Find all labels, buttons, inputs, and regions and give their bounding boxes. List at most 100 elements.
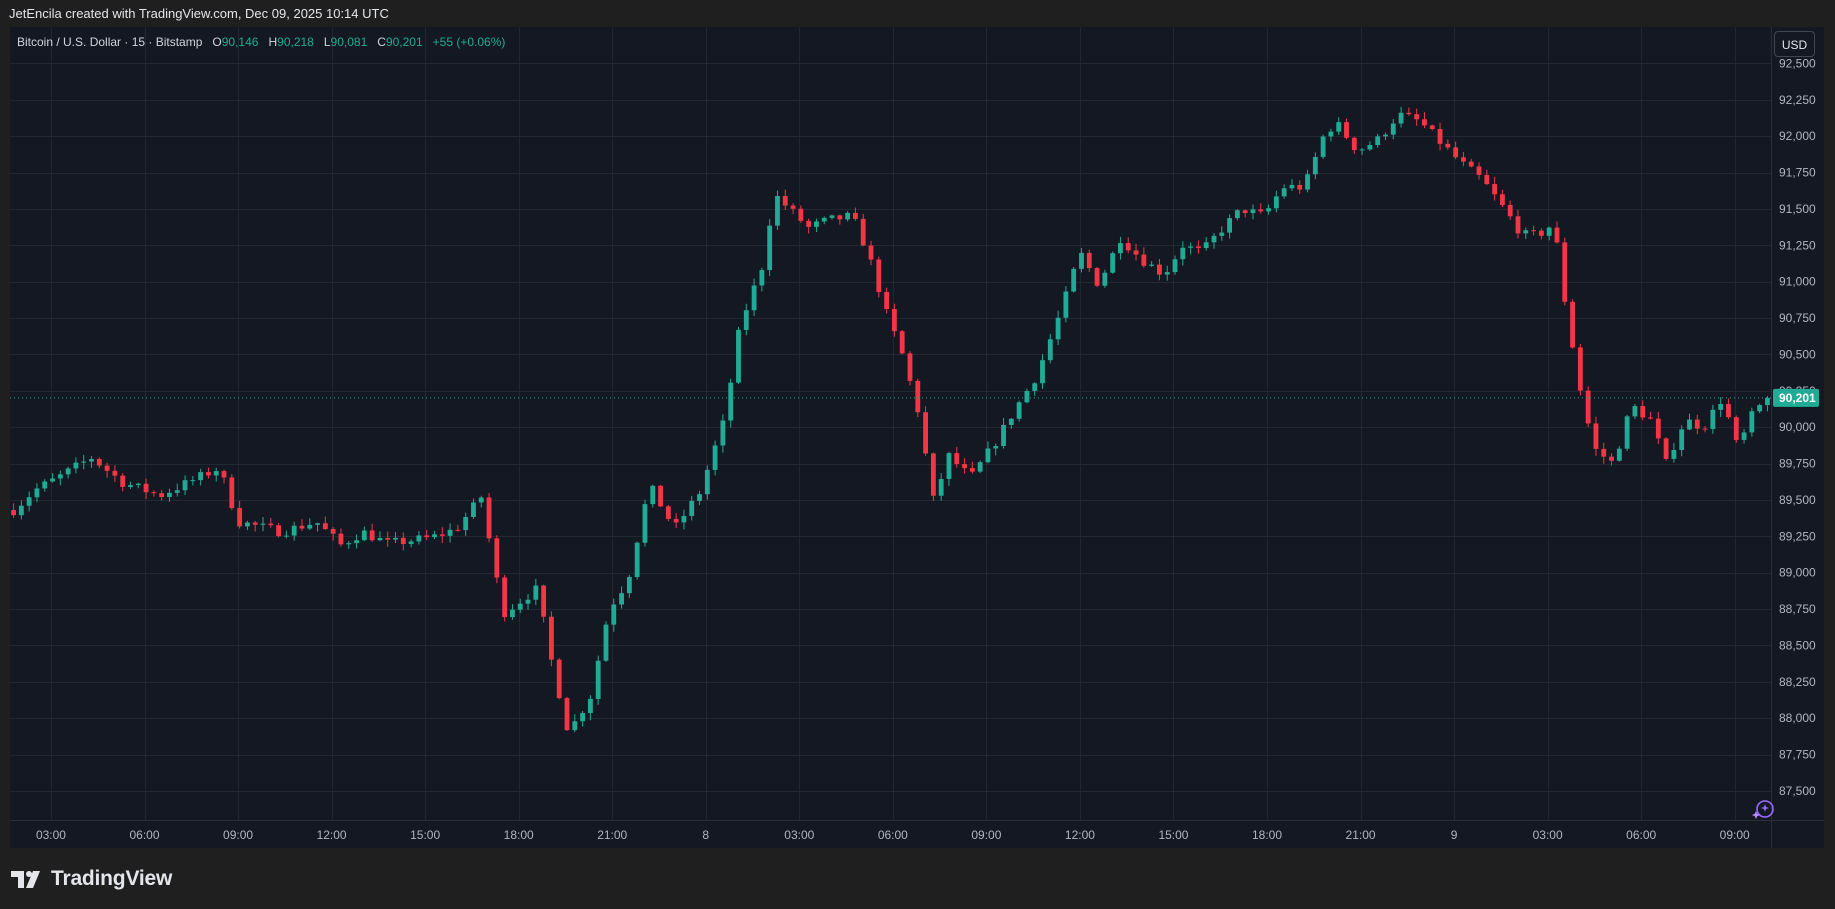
candle-body — [1297, 184, 1303, 190]
y-tick-label: 90,000 — [1779, 420, 1816, 434]
price-chart[interactable]: 87,500 87,750 88,000 88,250 88,500 88,750 89,0… — [10, 27, 1824, 848]
candle-body — [291, 525, 297, 536]
candle-body — [307, 524, 313, 529]
candle-body — [1375, 136, 1381, 146]
candle-body — [81, 461, 87, 463]
candle-body — [416, 535, 422, 542]
y-tick-label: 91,500 — [1779, 202, 1816, 216]
candle-body — [65, 468, 71, 475]
tradingview-brand[interactable]: TradingView — [11, 866, 172, 892]
y-tick-label: 89,250 — [1779, 529, 1816, 543]
candle-body — [159, 493, 165, 498]
candle-body — [891, 309, 897, 332]
candle-body — [151, 492, 157, 494]
candle-body — [1195, 246, 1201, 249]
candle-body — [1492, 184, 1498, 195]
candle-body — [985, 448, 991, 463]
x-tick-label: 06:00 — [1626, 828, 1656, 842]
x-tick-label: 03:00 — [36, 828, 66, 842]
candle-body — [798, 208, 804, 221]
high-value: 90,218 — [277, 35, 314, 49]
candle-body — [587, 698, 593, 714]
x-tick-label: 09:00 — [223, 828, 253, 842]
candle-body — [704, 469, 710, 495]
x-tick-label: 15:00 — [1158, 828, 1188, 842]
candle-body — [1071, 268, 1077, 292]
candle-body — [276, 525, 282, 537]
candle-body — [1351, 137, 1357, 151]
candle-body — [1445, 143, 1451, 148]
candle-body — [1577, 347, 1583, 391]
candle-body — [619, 593, 624, 605]
candle-body — [1336, 122, 1342, 132]
candle-body — [751, 285, 757, 311]
candle-body — [1663, 438, 1669, 459]
candle-body — [1609, 456, 1614, 461]
candle-body — [11, 510, 16, 516]
y-tick-label: 87,750 — [1779, 748, 1816, 762]
candle-body — [299, 525, 305, 529]
candle-body — [1203, 242, 1209, 249]
close-value: 90,201 — [385, 35, 423, 49]
candle-body — [128, 485, 133, 487]
candle-body — [167, 492, 172, 498]
close-label: C — [377, 35, 386, 49]
candle-body — [1250, 209, 1256, 214]
open-value: 90,146 — [221, 35, 259, 49]
y-tick-label: 88,000 — [1779, 711, 1816, 725]
grid-lines — [10, 27, 1824, 848]
y-tick-label: 88,750 — [1779, 602, 1816, 616]
candle-body — [1040, 360, 1045, 384]
candle-body — [1398, 112, 1404, 124]
currency-button[interactable]: USD — [1774, 31, 1815, 57]
candle-body — [120, 475, 126, 487]
candle-body — [354, 540, 359, 544]
y-tick-label: 91,250 — [1779, 238, 1816, 252]
ai-sparkle-icon[interactable] — [1752, 797, 1776, 821]
y-tick-label: 92,000 — [1779, 129, 1816, 143]
candle-body — [884, 291, 890, 310]
candle-body — [1227, 218, 1233, 233]
candle-body — [252, 522, 258, 525]
candle-body — [962, 464, 967, 469]
candle-body — [1741, 432, 1747, 440]
candle-body — [673, 518, 679, 523]
open-label: O — [212, 35, 222, 49]
candle-body — [1211, 235, 1217, 243]
candle-body — [1180, 247, 1186, 260]
candle-body — [1079, 252, 1084, 269]
candle-body — [377, 537, 383, 541]
candle-body — [1063, 291, 1069, 318]
tradingview-logo-icon — [11, 871, 40, 888]
candle-body — [424, 535, 430, 538]
candle-body — [1710, 409, 1716, 429]
candle-body — [471, 502, 476, 518]
candle-body — [1188, 246, 1194, 248]
candle-body — [743, 310, 749, 330]
candle-body — [1008, 418, 1014, 425]
low-label: L — [323, 35, 331, 49]
candle-body — [1632, 406, 1638, 417]
candle-body — [1102, 272, 1108, 286]
candle-body — [782, 195, 788, 206]
candle-body — [260, 523, 266, 525]
candle-body — [1219, 232, 1225, 236]
candle-body — [1110, 253, 1116, 273]
candle-body — [268, 523, 274, 526]
candle-body — [712, 445, 718, 470]
candle-body — [89, 458, 94, 462]
candle-body — [720, 420, 726, 446]
candle-body — [190, 480, 196, 482]
candle-body — [626, 577, 632, 594]
candle-body — [73, 462, 79, 469]
candle-body — [642, 504, 648, 543]
candle-body — [541, 585, 547, 617]
candle-body — [1640, 406, 1646, 418]
candle-body — [860, 218, 866, 246]
candle-body — [1328, 131, 1334, 137]
low-value: 90,081 — [330, 35, 368, 49]
candle-body — [1157, 264, 1162, 275]
candle-body — [775, 195, 780, 226]
candle-body — [1538, 230, 1544, 236]
candle-body — [1149, 264, 1155, 266]
